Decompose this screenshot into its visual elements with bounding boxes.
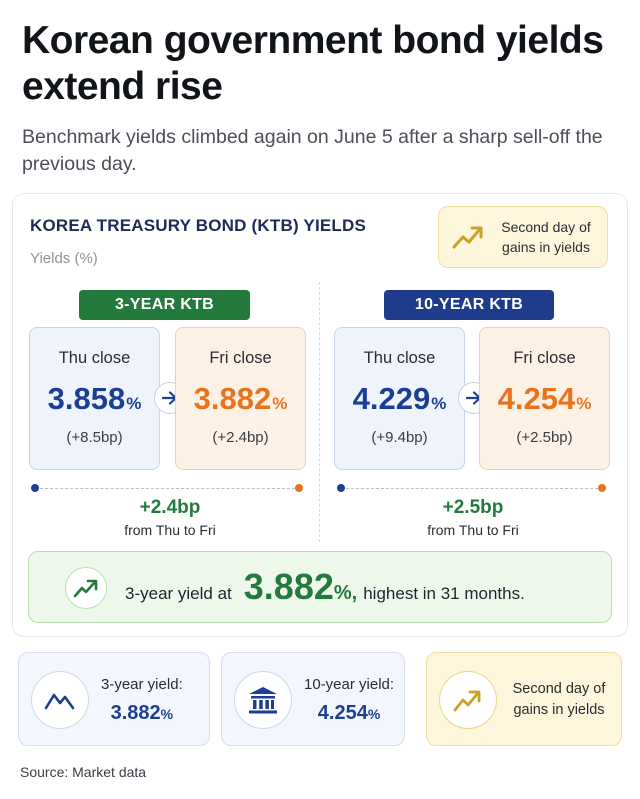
summary-card-3yr: 3-year yield: 3.882% (18, 652, 210, 746)
summary-card-gains: Second day of gains in yields (426, 652, 622, 746)
summary-icon-circle (439, 671, 497, 729)
headline: Korean government bond yields extend ris… (22, 19, 604, 108)
highlight-unit: %, (333, 582, 358, 604)
trend-down-up-icon (44, 693, 75, 710)
summary-text: Second day of gains in yields (509, 679, 609, 721)
bank-icon (249, 687, 277, 714)
ktb3-fri-box: Fri close 3.882% (+2.4bp) (175, 327, 306, 470)
ktb3-end-dot (295, 484, 303, 492)
trend-up-icon (453, 690, 481, 712)
ktb3-thu-box: Thu close 3.858% (+8.5bp) (29, 327, 160, 470)
ktb10-fri-unit: % (576, 394, 592, 413)
summary-icon-circle (31, 671, 89, 729)
ktb10-thu-box: Thu close 4.229% (+9.4bp) (334, 327, 465, 470)
trend-up-icon (73, 579, 98, 598)
ktb10-label: 10-YEAR KTB (384, 290, 554, 320)
ktb10-thu-change: (+9.4bp) (371, 429, 428, 446)
ktb3-fri-label: Fri close (209, 349, 272, 367)
ktb10-fri-change: (+2.5bp) (516, 429, 573, 446)
ktb10-fri-value: 4.254 (497, 381, 576, 416)
section-divider (319, 282, 320, 542)
highlight-suffix: highest in 31 months. (363, 584, 525, 603)
ktb3-delta: +2.4bp from Thu to Fri (85, 496, 255, 540)
subhead: Benchmark yields climbed again on June 5… (22, 126, 603, 175)
ktb10-start-dot (337, 484, 345, 492)
ktb3-label: 3-YEAR KTB (79, 290, 250, 320)
ktb3-thu-value: 3.858 (47, 381, 126, 416)
ktb3-fri-change: (+2.4bp) (212, 429, 269, 446)
ktb10-fri-value-row: 4.254% (480, 381, 609, 417)
ktb10-end-dot (598, 484, 606, 492)
summary-value: 4.254 (317, 702, 368, 724)
summary-label: Second day of gains in yields (512, 681, 606, 718)
highlight-banner: 3-year yield at 3.882 %, highest in 31 m… (28, 551, 612, 623)
ktb10-thu-label: Thu close (363, 349, 436, 367)
summary-label: 10-year yield: (304, 676, 395, 693)
section-subtitle: Yields (%) (30, 250, 98, 267)
summary-icon-circle (234, 671, 292, 729)
ktb10-fri-box: Fri close 4.254% (+2.5bp) (479, 327, 610, 470)
ktb3-fri-value-row: 3.882% (176, 381, 305, 417)
source-note: Source: Market data (20, 764, 147, 780)
summary-text: 3-year yield: 3.882% (101, 675, 183, 728)
ktb3-track (40, 488, 295, 490)
highlight-prefix: 3-year yield at (125, 584, 232, 603)
trend-up-icon (452, 226, 483, 249)
ktb3-start-dot (31, 484, 39, 492)
summary-value: 3.882 (110, 702, 161, 724)
ktb3-fri-value: 3.882 (193, 381, 272, 416)
summary-value-row: 4.254% (304, 699, 394, 728)
ktb3-fri-unit: % (272, 394, 288, 413)
section-title: KOREA TREASURY BOND (KTB) YIELDS (30, 216, 367, 235)
summary-unit: % (160, 706, 174, 722)
ktb10-delta-note: from Thu to Fri (427, 522, 519, 538)
highlight-icon-circle (65, 567, 107, 609)
gains-note-text: Second day of gains in yields (501, 219, 591, 255)
ktb3-delta-note: from Thu to Fri (124, 522, 216, 538)
ktb3-thu-label: Thu close (58, 349, 131, 367)
highlight-text: 3-year yield at 3.882 %, highest in 31 m… (125, 566, 525, 608)
ktb10-track (346, 488, 598, 490)
ktb10-delta-value: +2.5bp (442, 497, 504, 518)
ktb3-thu-value-row: 3.858% (30, 381, 159, 417)
summary-value-row: 3.882% (101, 699, 183, 728)
ktb3-thu-change: (+8.5bp) (66, 429, 123, 446)
ktb3-delta-value: +2.4bp (139, 497, 201, 518)
gains-note: Second day of gains in yields (438, 206, 608, 268)
ktb10-fri-label: Fri close (513, 349, 576, 367)
summary-card-10yr: 10-year yield: 4.254% (221, 652, 405, 746)
ktb3-thu-unit: % (126, 394, 142, 413)
summary-label: 3-year yield: (101, 676, 183, 693)
summary-text: 10-year yield: 4.254% (304, 675, 394, 728)
summary-unit: % (367, 706, 381, 722)
highlight-value: 3.882 (243, 566, 334, 607)
ktb10-thu-unit: % (431, 394, 447, 413)
ktb10-thu-value-row: 4.229% (335, 381, 464, 417)
ktb10-thu-value: 4.229 (352, 381, 431, 416)
ktb10-delta: +2.5bp from Thu to Fri (388, 496, 558, 540)
